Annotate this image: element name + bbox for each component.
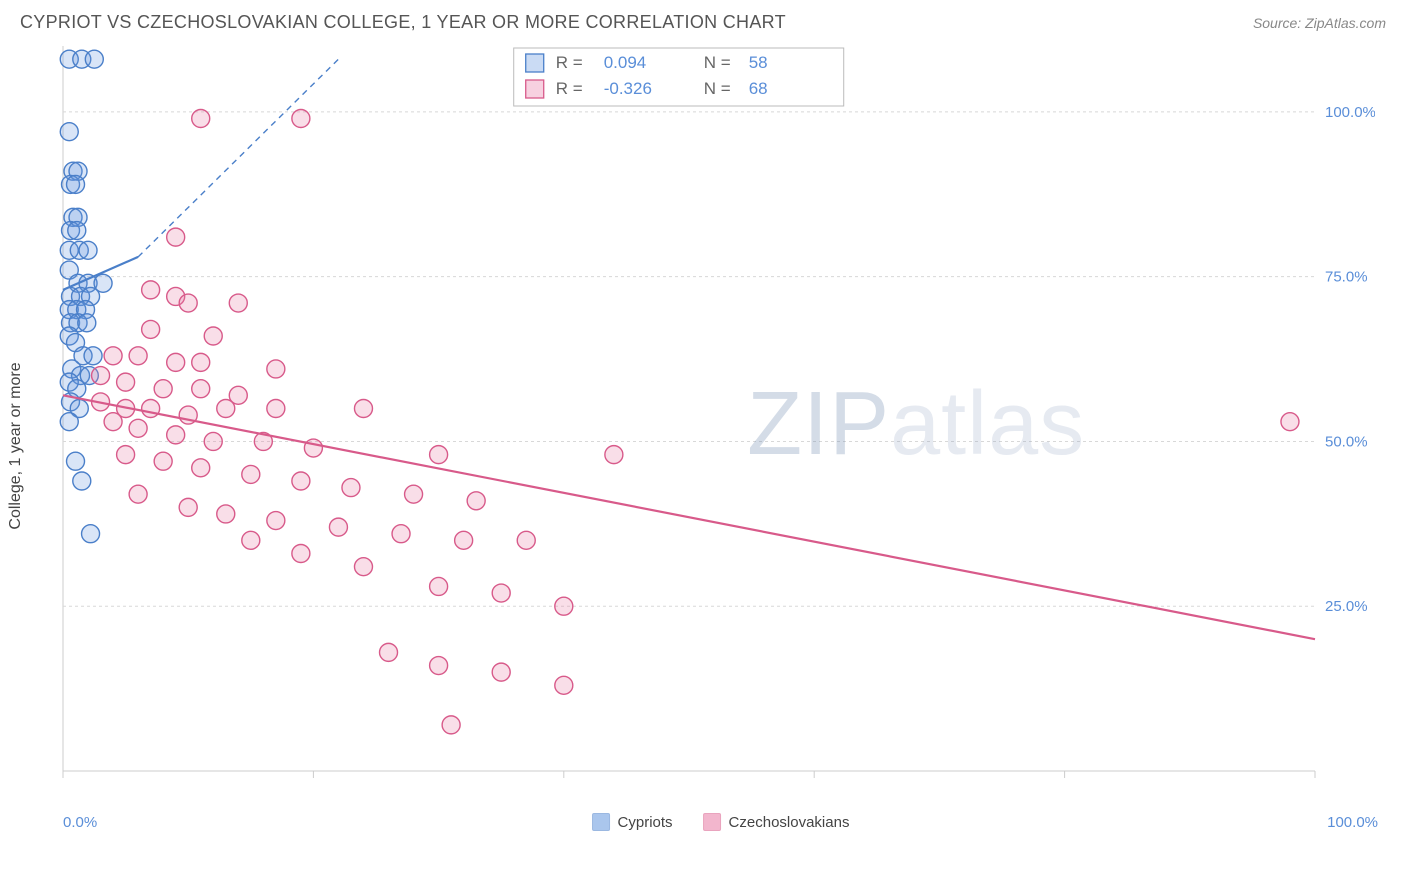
- svg-text:58: 58: [749, 53, 768, 72]
- svg-text:50.0%: 50.0%: [1325, 433, 1368, 450]
- chart-container: 25.0% 50.0% 75.0% 100.0% R = 0.094 N = 58 R = -0.…: [55, 41, 1386, 831]
- source-attribution: Source: ZipAtlas.com: [1253, 15, 1386, 31]
- x-axis-footer: 0.0% Cypriots Czechoslovakians 100.0%: [55, 814, 1386, 831]
- svg-text:68: 68: [749, 79, 768, 98]
- chart-title: CYPRIOT VS CZECHOSLOVAKIAN COLLEGE, 1 YE…: [20, 12, 786, 33]
- header: CYPRIOT VS CZECHOSLOVAKIAN COLLEGE, 1 YE…: [0, 0, 1406, 41]
- series-legend: Cypriots Czechoslovakians: [592, 813, 850, 831]
- legend-item-cypriots: Cypriots: [592, 813, 673, 831]
- svg-text:-0.326: -0.326: [604, 79, 652, 98]
- svg-text:R =: R =: [556, 53, 583, 72]
- x-max-label: 100.0%: [1327, 814, 1378, 831]
- svg-text:N =: N =: [704, 79, 731, 98]
- x-min-label: 0.0%: [63, 814, 97, 831]
- scatter-plot: 25.0% 50.0% 75.0% 100.0% R = 0.094 N = 58 R = -0.…: [55, 41, 1375, 801]
- svg-text:25.0%: 25.0%: [1325, 598, 1368, 615]
- svg-text:0.094: 0.094: [604, 53, 647, 72]
- swatch-czechoslovakians: [703, 813, 721, 831]
- svg-text:75.0%: 75.0%: [1325, 269, 1368, 286]
- swatch-cypriots: [592, 813, 610, 831]
- y-axis-label: College, 1 year or more: [7, 362, 25, 529]
- legend-item-czechoslovakians: Czechoslovakians: [703, 813, 850, 831]
- svg-text:N =: N =: [704, 53, 731, 72]
- svg-text:100.0%: 100.0%: [1325, 104, 1375, 121]
- svg-text:R =: R =: [556, 79, 583, 98]
